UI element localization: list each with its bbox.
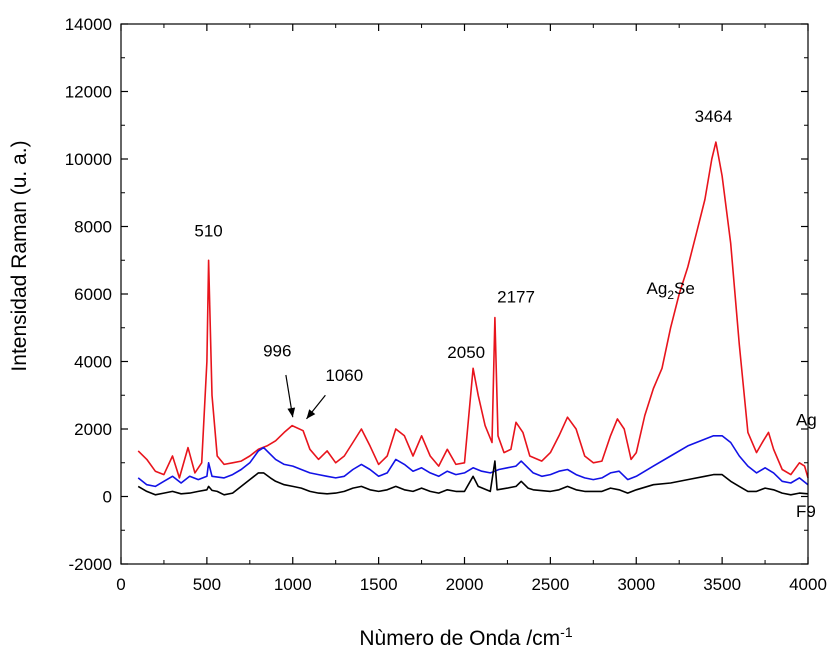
x-tick-label: 2500 [531,575,569,594]
x-tick-label: 2000 [446,575,484,594]
x-tick-label: 1500 [360,575,398,594]
x-tick-label: 500 [193,575,221,594]
y-tick-label: -2000 [69,555,112,574]
peak-label: 3464 [695,107,733,126]
peak-label: 1060 [325,366,363,385]
arrow-head [306,409,316,419]
y-tick-label: 10000 [65,150,112,169]
plot-frame [120,23,809,565]
x-tick-label: 1000 [274,575,312,594]
ticks-layer: 0 500 1000 1500 2000 2500 3000 3500 4000-2000020… [65,15,827,594]
y-tick-label: 14000 [65,15,112,34]
x-tick-label: 0 [116,575,125,594]
arrow-head [287,407,296,418]
x-tick-label: 3000 [617,575,655,594]
series-layer [137,141,809,496]
x-axis-title-superscript: -1 [560,624,573,640]
series-label: Ag2Se [647,279,695,302]
peak-label: 996 [263,341,291,360]
series-label: Ag [796,411,817,430]
y-tick-label: 8000 [74,218,112,237]
series-line-f9 [137,460,809,496]
y-axis-title: Intensidad Raman (u. a.) [8,140,31,371]
y-tick-label: 2000 [74,420,112,439]
x-axis-title-main: Nùmero de Onda /cm [359,627,560,650]
series-label: F9 [796,502,816,521]
x-tick-label: 4000 [789,575,827,594]
peak-label: 2050 [447,343,485,362]
y-tick-label: 6000 [74,285,112,304]
annotations-layer: 510 996 1060 2050 2177 3464 Ag2Se Ag F9 [194,107,816,521]
series-line-ag2se [137,141,809,479]
peak-label: 510 [194,222,222,241]
y-tick-label: 12000 [65,83,112,102]
x-tick-label: 3500 [703,575,741,594]
y-tick-label: 4000 [74,353,112,372]
peak-label: 2177 [497,287,535,306]
y-tick-label: 0 [103,488,112,507]
series-line-ag [137,435,809,488]
x-axis-title: Nùmero de Onda /cm-1 [359,624,572,650]
